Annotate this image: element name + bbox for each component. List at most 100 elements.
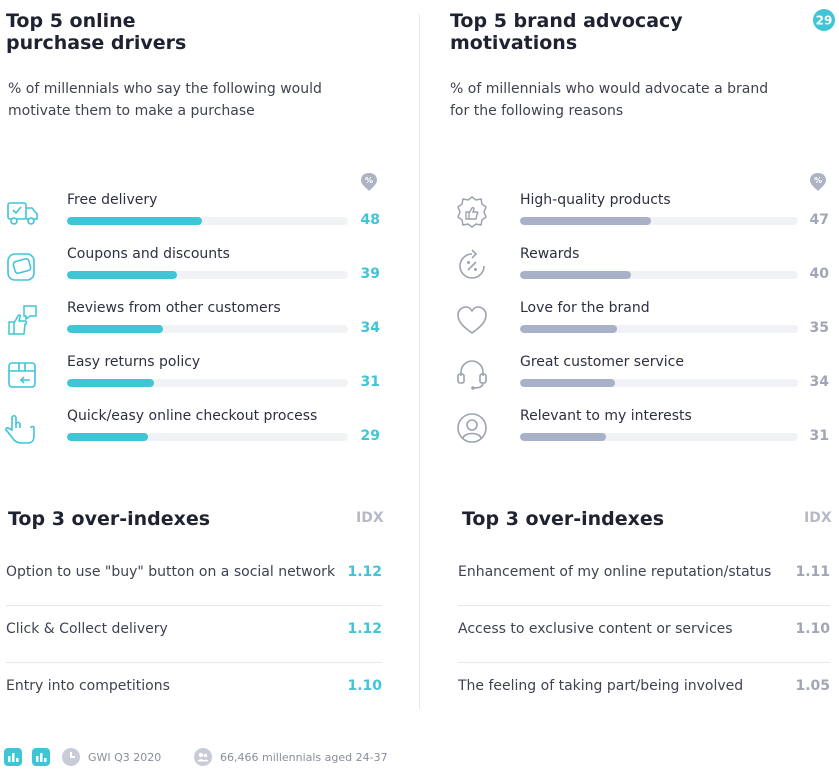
bar-label: Great customer service — [520, 354, 684, 370]
people-icon — [194, 748, 212, 766]
bar-track — [67, 217, 348, 225]
bar — [67, 217, 202, 225]
bar-label: High-quality products — [520, 192, 671, 208]
bar-row: Great customer service 34 — [450, 350, 839, 404]
brand-advocacy-subtitle: % of millennials who would advocate a br… — [450, 81, 769, 119]
bar-label: Free delivery — [67, 192, 158, 208]
bar-label: Coupons and discounts — [67, 246, 230, 262]
bar-value-label: 31 — [809, 428, 829, 444]
bar — [67, 271, 177, 279]
percent-unit-label: % — [365, 176, 373, 185]
over-index-row: Entry into competitions 1.10 — [6, 662, 382, 719]
bar-row: Love for the brand 35 — [450, 296, 839, 350]
returns-box-icon — [8, 362, 36, 388]
over-index-value: 1.10 — [795, 621, 830, 637]
bar-label: Relevant to my interests — [520, 408, 692, 424]
purchase-drivers-title: Top 5 online purchase drivers — [6, 10, 187, 54]
bar-track — [67, 325, 348, 333]
over-indexes-title: Top 3 over-indexes — [8, 508, 211, 530]
over-index-row: Enhancement of my online reputation/stat… — [458, 548, 830, 606]
percent-unit-label: % — [814, 176, 822, 185]
bar-row: Quick/easy online checkout process 29 — [0, 404, 400, 458]
over-index-row: The feeling of taking part/being involve… — [458, 662, 830, 719]
over-index-label: Access to exclusive content or services — [458, 621, 733, 637]
bar-value-label: 34 — [360, 320, 380, 336]
purchase-drivers-bar-chart: Free delivery 48 Coupons and discounts 39 Re… — [0, 188, 400, 458]
sample-text: 66,466 millennials aged 24-37 — [220, 751, 388, 764]
bar-row: Rewards 40 — [450, 242, 839, 296]
idx-column-label: IDX — [804, 510, 832, 526]
panel-divider — [419, 14, 420, 709]
over-index-row: Access to exclusive content or services … — [458, 605, 830, 663]
bar — [67, 325, 163, 333]
hand-tap-icon — [5, 414, 35, 444]
delivery-truck-icon — [7, 202, 38, 225]
bar-track — [67, 271, 348, 279]
bar-value-label: 47 — [809, 212, 829, 228]
clock-icon — [62, 748, 80, 766]
bar-track — [520, 271, 798, 279]
bar-track — [520, 433, 798, 441]
coupon-icon — [7, 253, 35, 281]
over-index-label: Entry into competitions — [6, 678, 170, 694]
bar-value-label: 35 — [809, 320, 829, 336]
bar — [520, 379, 615, 387]
bar-track — [520, 325, 798, 333]
footer: GWI Q3 2020 66,466 millennials aged 24-3… — [4, 748, 424, 770]
bar — [520, 217, 651, 225]
reward-percent-icon — [459, 249, 485, 279]
bar-label: Reviews from other customers — [67, 300, 281, 316]
bar-value-label: 31 — [360, 374, 380, 390]
bar-row: Coupons and discounts 39 — [0, 242, 400, 296]
bar — [520, 325, 618, 333]
over-indexes-title: Top 3 over-indexes — [462, 508, 665, 530]
bar-track — [520, 379, 798, 387]
bar-label: Love for the brand — [520, 300, 650, 316]
heart-icon — [457, 306, 487, 334]
brand-advocacy-title: Top 5 brand advocacy motivations — [450, 10, 683, 54]
bar-track — [67, 379, 348, 387]
brand-advocacy-bar-chart: High-quality products 47 Rewards 40 Love for… — [450, 188, 839, 458]
over-index-value: 1.10 — [347, 678, 382, 694]
over-index-row: Click & Collect delivery 1.12 — [6, 605, 382, 663]
bar — [520, 433, 607, 441]
over-index-label: The feeling of taking part/being involve… — [458, 678, 744, 694]
idx-column-label: IDX — [356, 510, 384, 526]
over-index-label: Enhancement of my online reputation/stat… — [458, 564, 772, 580]
bar-value-label: 34 — [809, 374, 829, 390]
bar-row: Reviews from other customers 34 — [0, 296, 400, 350]
bar-label: Easy returns policy — [67, 354, 201, 370]
over-index-value: 1.12 — [347, 564, 382, 580]
over-index-label: Option to use "buy" button on a social n… — [6, 564, 336, 580]
page-number: 29 — [816, 14, 833, 28]
bar-label: Quick/easy online checkout process — [67, 408, 318, 424]
purchase-drivers-subtitle: % of millennials who say the following w… — [8, 81, 322, 119]
page-number-badge: 29 — [813, 9, 835, 31]
bar-value-label: 48 — [360, 212, 380, 228]
bar-track — [520, 217, 798, 225]
bar-track — [67, 433, 348, 441]
over-index-value: 1.12 — [347, 621, 382, 637]
source-text: GWI Q3 2020 — [88, 751, 162, 764]
percent-unit-badge: % — [361, 173, 377, 191]
over-index-label: Click & Collect delivery — [6, 621, 168, 637]
chart-bars-icon — [32, 748, 50, 766]
user-icon — [457, 413, 487, 443]
over-index-row: Option to use "buy" button on a social n… — [6, 548, 382, 606]
quality-badge-icon — [457, 196, 487, 228]
percent-unit-badge: % — [810, 173, 826, 191]
chart-bars-icon — [4, 748, 22, 766]
over-index-value: 1.05 — [795, 678, 830, 694]
bar — [67, 379, 155, 387]
bar-value-label: 39 — [360, 266, 380, 282]
bar-row: Relevant to my interests 31 — [450, 404, 839, 458]
bar — [67, 433, 149, 441]
bar-row: High-quality products 47 — [450, 188, 839, 242]
bar-row: Free delivery 48 — [0, 188, 400, 242]
bar-value-label: 40 — [809, 266, 829, 282]
bar-label: Rewards — [520, 246, 580, 262]
bar-row: Easy returns policy 31 — [0, 350, 400, 404]
bar-value-label: 29 — [360, 428, 380, 444]
bar — [520, 271, 632, 279]
headset-icon — [457, 360, 487, 390]
